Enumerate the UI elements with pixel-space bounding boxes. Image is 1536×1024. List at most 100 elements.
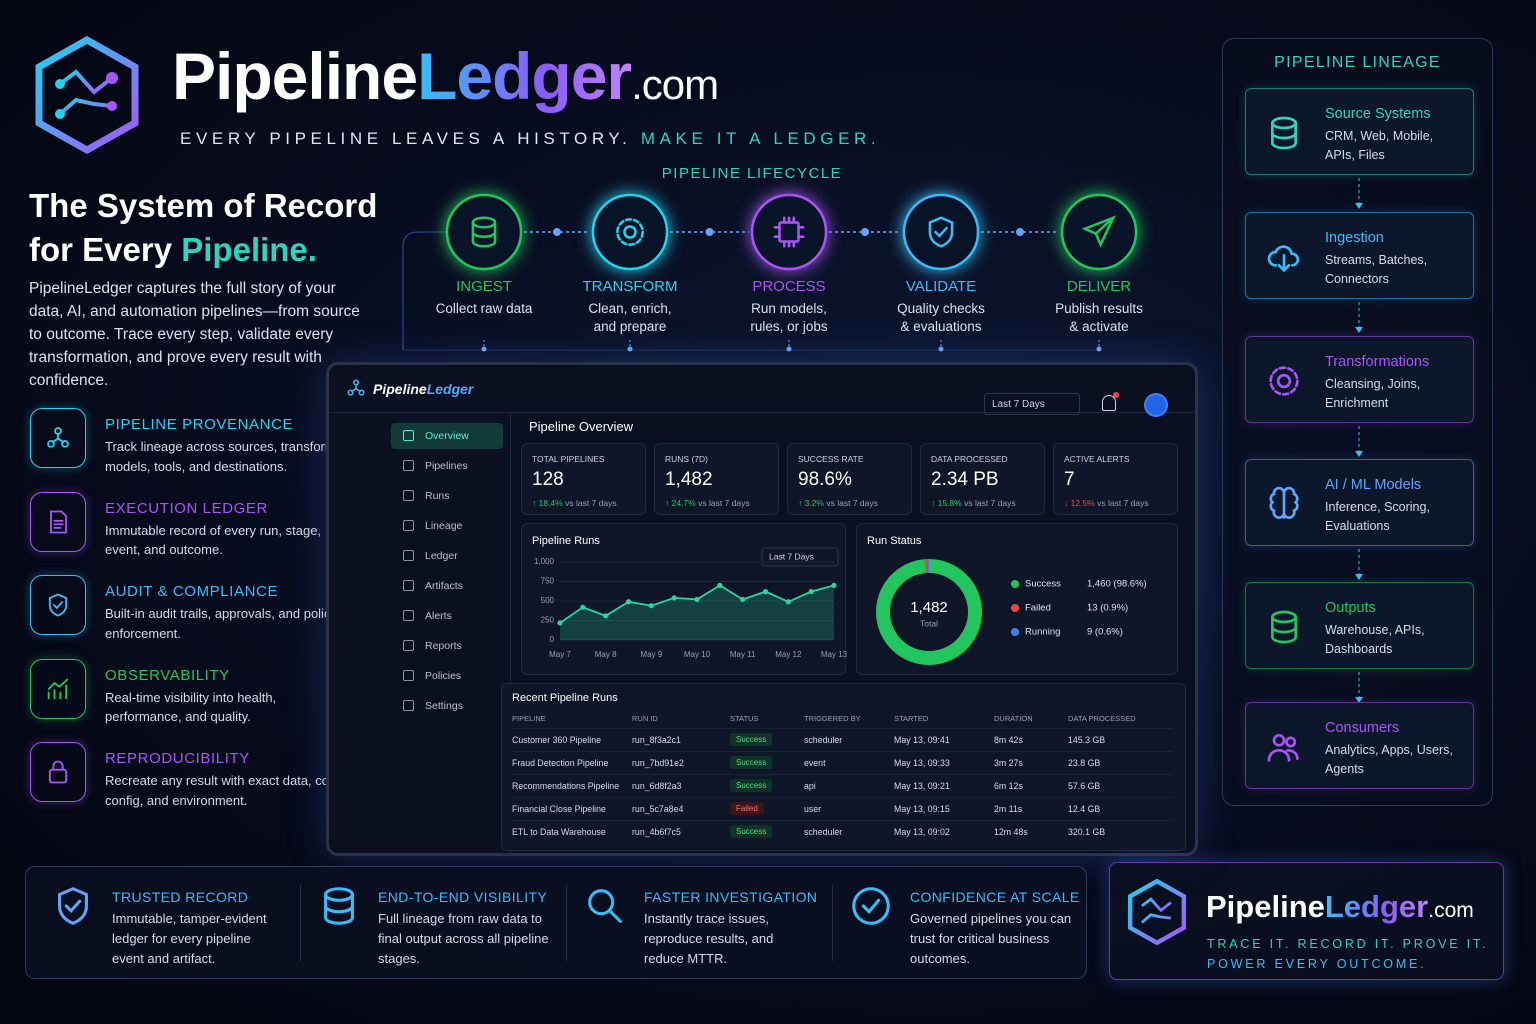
icon (588, 889, 622, 923)
x-tick-label: May 10 (684, 650, 711, 659)
kpi-delta: ↓ 12.5% (1064, 498, 1095, 508)
nav-item[interactable]: Alerts (391, 603, 503, 629)
nav-item[interactable]: Policies (391, 663, 503, 689)
nav-item[interactable]: Lineage (391, 513, 503, 539)
dash-brand-main: Pipeline (373, 381, 427, 397)
icon-part (623, 225, 637, 239)
runs-point (808, 589, 814, 595)
lineage-arrow (1355, 549, 1363, 580)
feature-text: Track lineage across sources, transforms… (105, 439, 346, 474)
lineage-node-desc: Streams, Batches, Connectors (1325, 253, 1428, 286)
lifecycle-title: PIPELINE LIFECYCLE (661, 165, 843, 182)
value-label: 1,460 (98.6%) (1087, 579, 1147, 590)
icon-part (51, 432, 65, 444)
donut-segment (876, 559, 982, 665)
nav-item[interactable]: Ledger (391, 543, 503, 569)
tagline: EVERY PIPELINE LEAVES A HISTORY. MAKE IT… (180, 129, 880, 149)
icon-part (861, 898, 881, 915)
icon-part (616, 218, 644, 246)
intro-body: PipelineLedger captures the full story o… (29, 280, 360, 389)
stage-name: DELIVER (1066, 278, 1132, 295)
icon (1269, 486, 1299, 519)
lineage-node-name: Transformations (1325, 354, 1430, 370)
icon-part (358, 389, 365, 396)
icon-part (47, 678, 69, 699)
stage-name: PROCESS (752, 278, 826, 295)
stage-circle (902, 193, 980, 271)
column-header: STARTED (894, 714, 929, 723)
feature-title: EXECUTION LEDGER (105, 499, 268, 517)
table-cell: scheduler (804, 827, 843, 837)
column-header: DATA PROCESSED (1068, 714, 1136, 723)
icon-part (48, 768, 68, 784)
kpi-delta: ↑ 18.4% (532, 498, 563, 508)
kpi-delta-row: ↑ 24.7% vs last 7 days (665, 498, 750, 508)
lineage-node: Consumers Analytics, Apps, Users, Agents (1245, 702, 1474, 789)
icon (1081, 215, 1116, 248)
table-cell: 8m 42s (994, 735, 1023, 745)
nav-icon (403, 460, 414, 471)
footer-logo (1127, 879, 1187, 945)
icon (1271, 610, 1297, 644)
row-divider (512, 797, 1172, 798)
y-tick-label: 500 (541, 596, 555, 605)
value-label: 13 (0.9%) (1087, 603, 1128, 614)
x-tick-label: May 7 (549, 650, 571, 659)
icon-part (588, 889, 615, 916)
avatar[interactable] (1144, 393, 1168, 417)
lineage-arrow (1355, 178, 1363, 209)
runs-area (560, 585, 834, 640)
kpi-label: DATA PROCESSED (931, 454, 1008, 464)
dash-brand-accent: Ledger (426, 381, 474, 397)
benefit-divider (832, 885, 833, 961)
stage-desc: Quality checks & evaluations (897, 301, 985, 334)
nav-item[interactable]: Overview (391, 423, 503, 449)
nav-item[interactable]: Runs (391, 483, 503, 509)
lineage-node-desc: Warehouse, APIs, Dashboards (1325, 623, 1425, 656)
lineage-arrow-head (1355, 203, 1363, 209)
lineage-node-name: AI / ML Models (1325, 477, 1422, 493)
icon-part (1271, 610, 1297, 624)
chart-title: Pipeline Runs (532, 535, 600, 547)
row-divider (512, 774, 1172, 775)
kpi-value: 1,482 (665, 469, 713, 490)
brand-main: Pipeline (172, 39, 418, 113)
benefit-title: CONFIDENCE AT SCALE (910, 889, 1080, 905)
icon-part (471, 221, 497, 248)
lifecycle-dot (553, 228, 561, 236)
lineage-arrow-head (1355, 697, 1363, 703)
table-cell: May 13, 09:15 (894, 804, 950, 814)
icon-part (1269, 366, 1299, 396)
nav-item[interactable]: Settings (391, 693, 503, 719)
lifecycle-bracket (402, 231, 480, 350)
runs-point (603, 613, 609, 619)
benefit-text: Governed pipelines you can trust for cri… (910, 911, 1072, 966)
column-header: TRIGGERED BY (804, 714, 861, 723)
lineage-node-name: Outputs (1325, 600, 1376, 616)
lifecycle-drop-dot (938, 346, 944, 352)
nav-item[interactable]: Reports (391, 633, 503, 659)
dashboard: PipelineLedger Last 7 Days Overview Pipelin… (326, 362, 1198, 856)
legend-label: Running (1025, 627, 1060, 638)
runs-point (831, 582, 837, 588)
kpi-label: TOTAL PIPELINES (532, 454, 605, 464)
nav-item[interactable]: Pipelines (391, 453, 503, 479)
notification-bell[interactable] (1102, 395, 1116, 411)
lineage-node: Outputs Warehouse, APIs, Dashboards (1245, 582, 1474, 669)
runs-point (557, 620, 563, 626)
kpi-note: vs last 7 days (964, 498, 1016, 508)
recent-runs-card: Recent Pipeline Runs PIPELINE RUN ID STATUS… (501, 683, 1186, 851)
table-cell: May 13, 09:21 (894, 781, 950, 791)
nav-item-label: Runs (425, 490, 450, 502)
icon-part (1272, 734, 1286, 747)
icon-part (778, 221, 800, 243)
nav-icon (403, 700, 414, 711)
feature-title: REPRODUCIBILITY (105, 750, 250, 767)
lineage-node-desc: Inference, Scoring, Evaluations (1325, 500, 1430, 533)
feature-text: Built-in audit trails, approvals, and po… (105, 606, 337, 641)
nav-item[interactable]: Artifacts (391, 573, 503, 599)
range-select[interactable]: Last 7 Days (984, 393, 1080, 415)
icon-part (1267, 245, 1300, 273)
icon-part (1081, 215, 1116, 248)
